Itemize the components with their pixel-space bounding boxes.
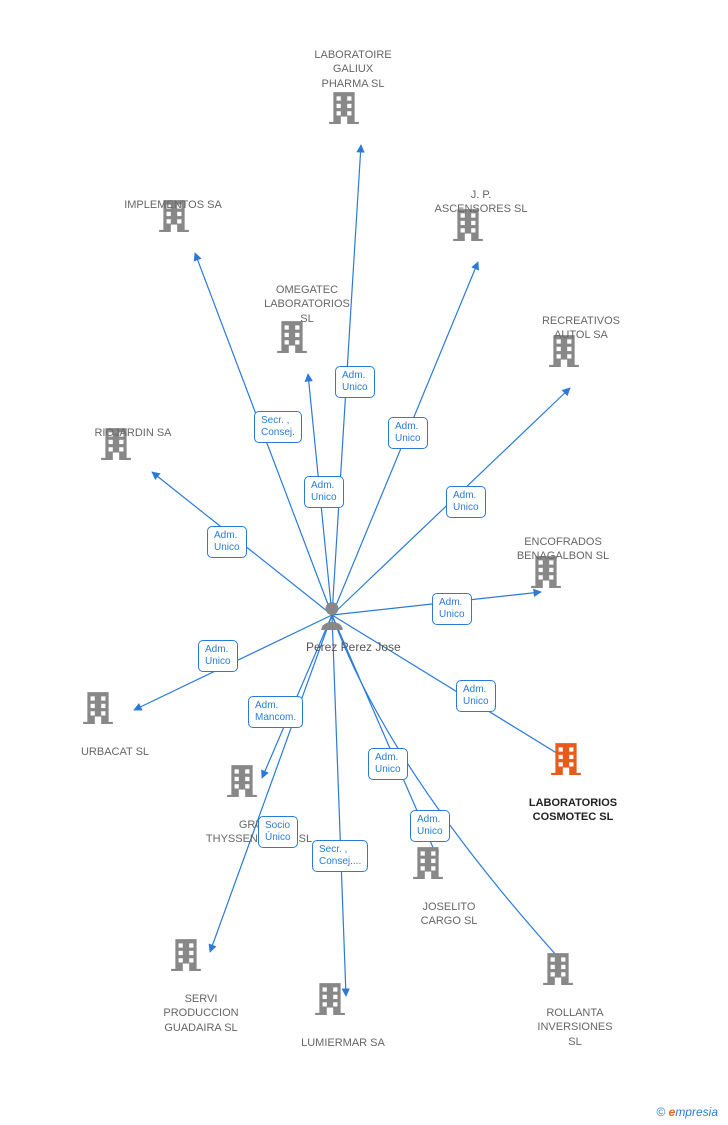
edge-role-label: Adm. Unico	[432, 593, 472, 625]
node-label: J. P. ASCENSORES SL	[416, 188, 546, 217]
node-label: ROLLANTA INVERSIONES SL	[510, 1006, 640, 1049]
node-label: SERVI PRODUCCION GUADAIRA SL	[136, 992, 266, 1035]
edge-role-label: Adm. Unico	[207, 526, 247, 558]
node-label: LABORATOIRE GALIUX PHARMA SL	[288, 48, 418, 91]
building-icon	[169, 937, 203, 971]
edge-role-label: Adm. Mancom.	[248, 696, 303, 728]
node-label: RECREATIVOS AUTOL SA	[516, 314, 646, 343]
edge-role-label: Socio Único	[258, 816, 298, 848]
brand-name: empresia	[669, 1105, 718, 1119]
copyright-symbol: ©	[656, 1105, 665, 1119]
building-icon	[411, 845, 445, 879]
edge-role-label: Secr. , Consej....	[312, 840, 368, 872]
copyright-footer: © empresia	[656, 1105, 718, 1119]
person-icon	[319, 600, 345, 630]
edge-role-label: Adm. Unico	[456, 680, 496, 712]
building-icon	[313, 981, 347, 1015]
node-label: IMPLEMENTOS SA	[108, 198, 238, 212]
building-icon	[225, 763, 259, 797]
edge-role-label: Adm. Unico	[335, 366, 375, 398]
edge-role-label: Secr. , Consej.	[254, 411, 302, 443]
building-icon	[327, 90, 361, 124]
edge-role-label: Adm. Unico	[410, 810, 450, 842]
edge-role-label: Adm. Unico	[304, 476, 344, 508]
node-label: JOSELITO CARGO SL	[384, 900, 514, 929]
center-node-label: Perez Perez Jose	[306, 640, 401, 656]
building-icon	[541, 951, 575, 985]
node-label: URBACAT SL	[50, 745, 180, 759]
node-label: LUMIERMAR SA	[278, 1036, 408, 1050]
edge-role-label: Adm. Unico	[198, 640, 238, 672]
building-icon	[81, 690, 115, 724]
building-icon	[549, 741, 583, 775]
node-label: OMEGATEC LABORATORIOS SL	[242, 283, 372, 326]
edge-role-label: Adm. Unico	[388, 417, 428, 449]
node-label: RIOJARDIN SA	[68, 426, 198, 440]
edge-role-label: Adm. Unico	[446, 486, 486, 518]
node-label: ENCOFRADOS BENAGALBON SL	[498, 535, 628, 564]
node-label: LABORATORIOS COSMOTEC SL	[508, 796, 638, 825]
edge-role-label: Adm. Unico	[368, 748, 408, 780]
